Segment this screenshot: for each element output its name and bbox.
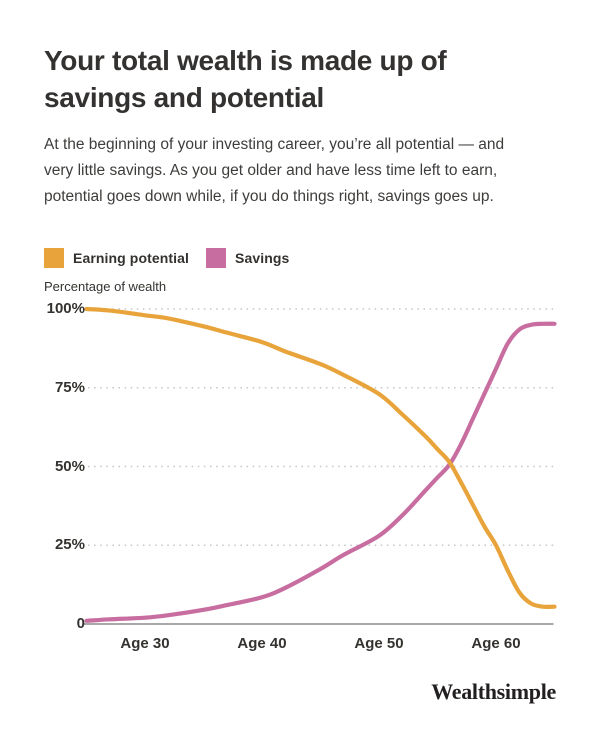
intro-text-line-1: At the beginning of your investing caree…	[44, 136, 505, 153]
savings-line	[84, 321, 557, 623]
chart-canvas	[84, 306, 557, 625]
legend-label-savings: Savings	[235, 250, 290, 266]
intro-text-line-2: very little savings. As you get older an…	[44, 162, 498, 179]
x-tick-label: Age 60	[471, 635, 521, 652]
y-tick-label: 0	[76, 615, 85, 632]
page-title-line-1: Your total wealth is made up of	[44, 45, 447, 76]
y-axis-title: Percentage of wealth	[44, 279, 167, 294]
x-tick-label: Age 40	[237, 635, 287, 652]
y-tick-label: 50%	[54, 457, 85, 475]
intro-text-line-3: potential goes down while, if you do thi…	[44, 188, 494, 205]
intro-text: At the beginning of your investing caree…	[44, 132, 504, 210]
chart-legend: Earning potential Savings	[44, 248, 289, 268]
legend-item-savings: Savings	[206, 248, 289, 268]
savings-swatch-icon	[206, 248, 227, 268]
wealthsimple-logo: Wealthsimple	[431, 679, 556, 704]
legend-label-earning-potential: Earning potential	[73, 250, 190, 266]
wealth-chart: 100% 75% 50% 25% 0 Age 30 Age 40 Age 50 Age 60	[0, 300, 600, 665]
earning-potential-line	[84, 306, 557, 610]
earning-potential-swatch-icon	[44, 248, 64, 268]
x-tick-label: Age 50	[354, 635, 404, 652]
page-title: Your total wealth is made up of savings …	[44, 42, 447, 116]
y-tick-label: 75%	[54, 378, 85, 396]
page-title-line-2: savings and potential	[44, 82, 324, 113]
legend-item-earning-potential: Earning potential	[44, 248, 189, 268]
y-tick-label: 100%	[46, 300, 85, 317]
y-tick-label: 25%	[54, 536, 85, 554]
x-tick-label: Age 30	[120, 635, 170, 652]
